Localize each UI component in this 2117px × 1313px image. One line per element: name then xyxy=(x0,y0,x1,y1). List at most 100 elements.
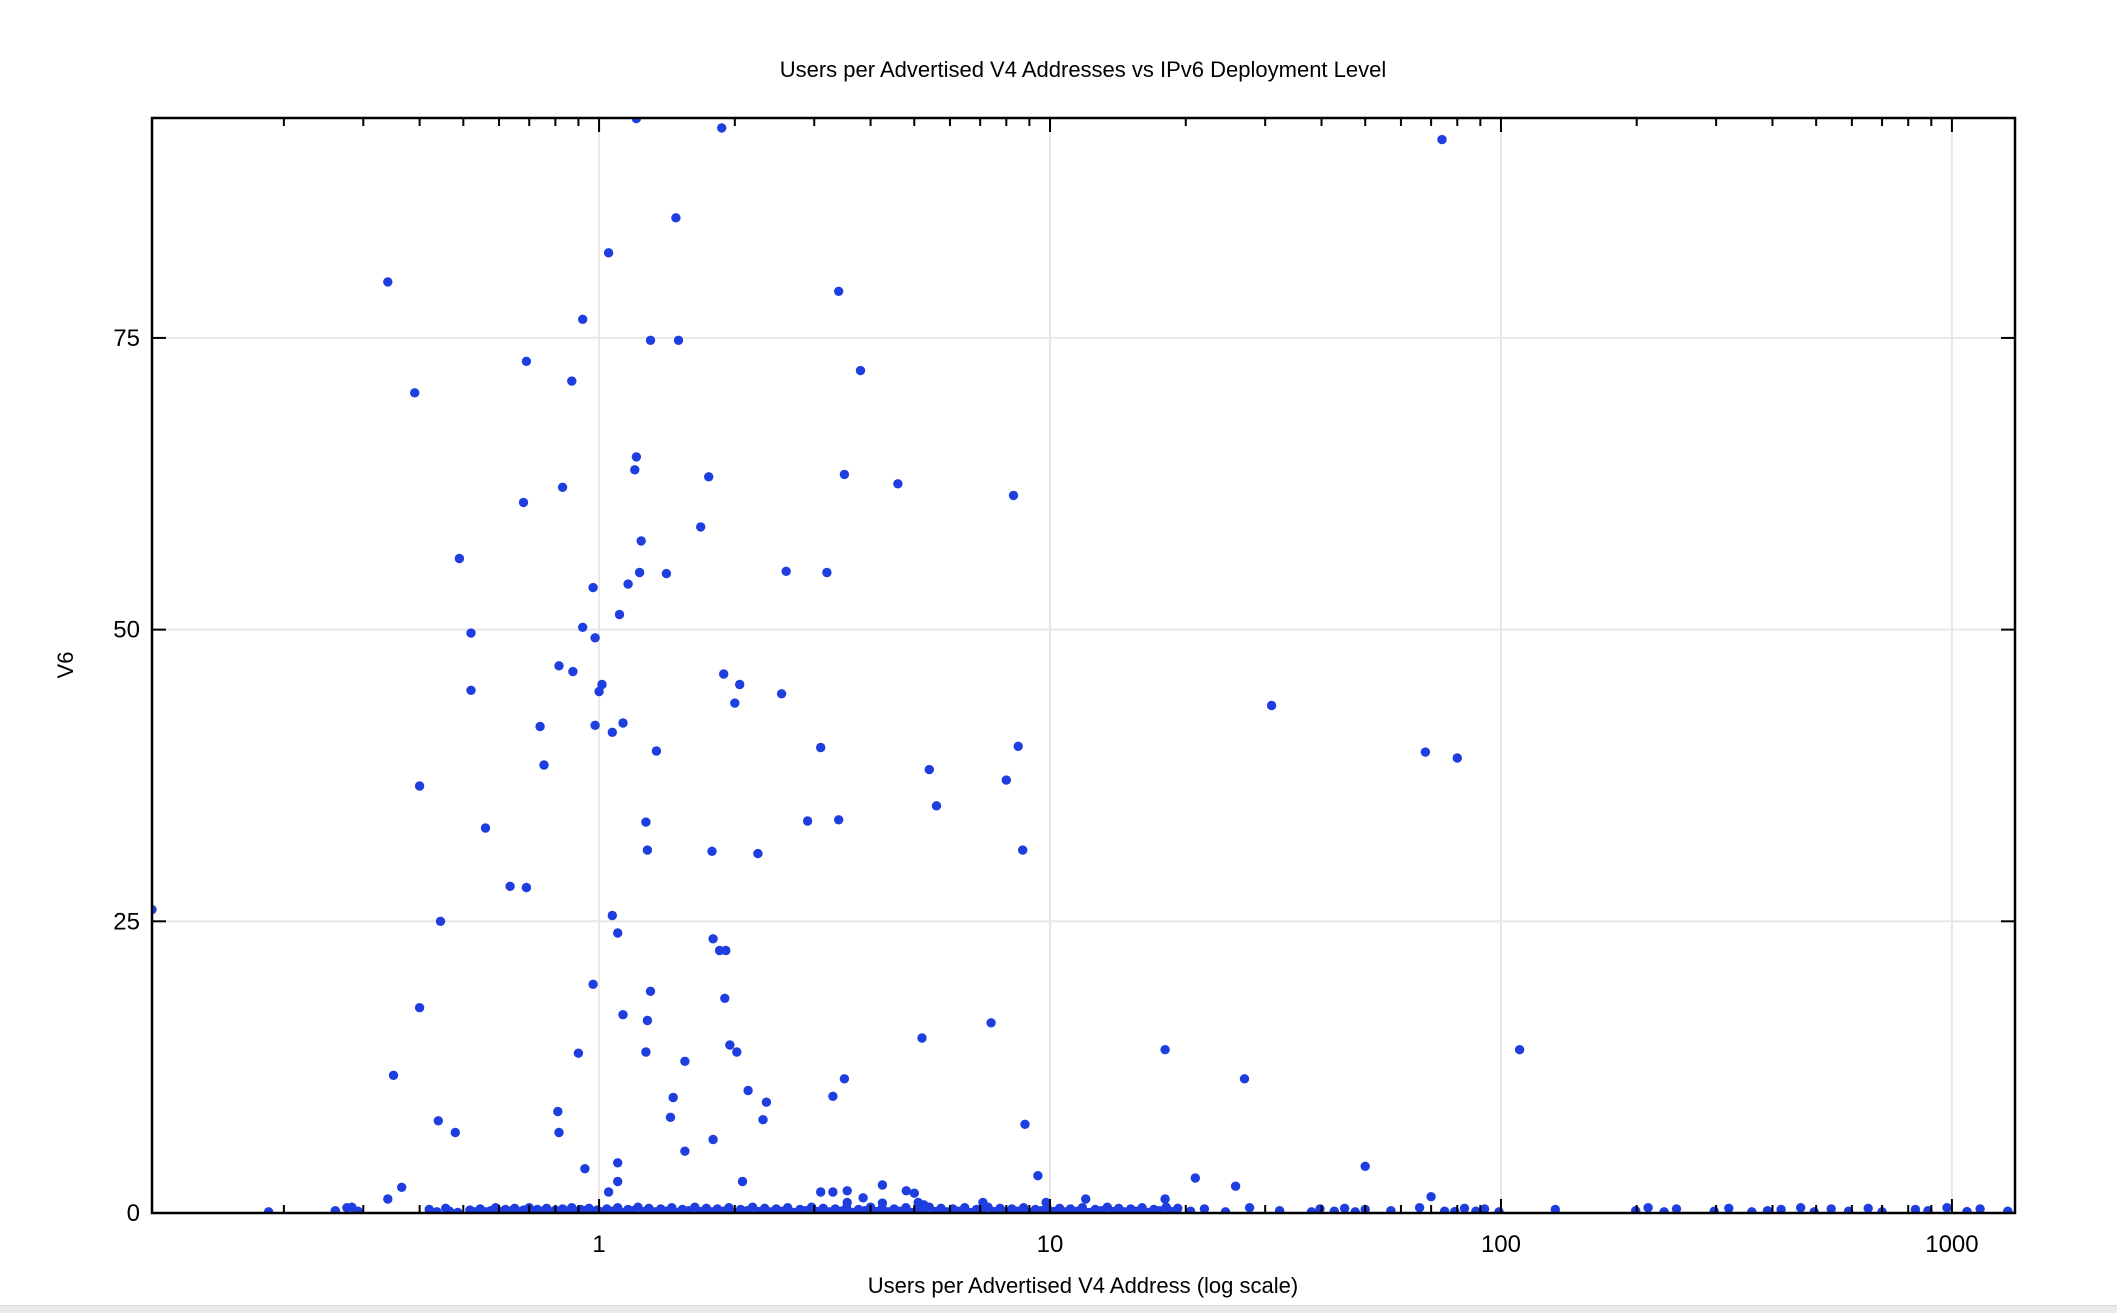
data-point xyxy=(1762,1206,1773,1213)
data-point xyxy=(590,720,600,730)
y-tick-label: 25 xyxy=(113,908,140,935)
data-point xyxy=(668,1092,678,1103)
data-point xyxy=(1160,1045,1170,1055)
data-point xyxy=(588,582,598,593)
data-point xyxy=(2003,1206,2013,1213)
data-point xyxy=(834,286,844,296)
data-point xyxy=(707,846,717,856)
data-point xyxy=(717,123,727,133)
data-point xyxy=(696,522,706,532)
data-point xyxy=(1437,134,1447,145)
data-point xyxy=(665,1112,676,1123)
data-point xyxy=(1479,1204,1490,1213)
data-point xyxy=(645,986,656,996)
data-point xyxy=(1459,1203,1470,1213)
data-point xyxy=(594,686,604,697)
data-point xyxy=(518,497,529,508)
data-point xyxy=(454,553,465,564)
data-point xyxy=(1244,1203,1255,1213)
data-point xyxy=(893,479,903,489)
data-point xyxy=(623,579,633,589)
data-point xyxy=(424,1204,434,1213)
data-point xyxy=(1643,1203,1653,1213)
data-point xyxy=(735,679,745,690)
data-point xyxy=(554,661,564,671)
tick-label-layer: 1 10 100 1000 0 25 50 75 xyxy=(113,325,1978,1258)
data-point xyxy=(636,536,646,546)
chart-title: Users per Advertised V4 Addresses vs IPv… xyxy=(780,57,1387,82)
data-point xyxy=(1199,1204,1210,1213)
plot-border xyxy=(150,116,2017,1215)
data-point xyxy=(719,669,729,679)
data-point xyxy=(613,1158,623,1168)
data-point xyxy=(1018,845,1028,855)
data-point xyxy=(1266,700,1277,711)
data-point xyxy=(1514,1045,1525,1055)
data-point xyxy=(730,698,740,708)
data-point xyxy=(433,1116,443,1126)
data-point xyxy=(642,1015,653,1026)
data-point xyxy=(917,1033,927,1043)
y-axis-label: V6 xyxy=(53,652,78,679)
data-point xyxy=(521,356,532,366)
data-point xyxy=(855,365,866,376)
data-point xyxy=(631,452,642,462)
data-point xyxy=(816,1187,826,1197)
data-point xyxy=(607,910,617,921)
data-point xyxy=(1975,1204,1985,1213)
data-point xyxy=(1230,1181,1241,1191)
data-point xyxy=(680,1056,690,1067)
data-point xyxy=(834,815,844,825)
data-point xyxy=(539,760,549,770)
data-point xyxy=(330,1206,340,1213)
data-point xyxy=(828,1091,838,1102)
data-point xyxy=(761,1097,772,1107)
data-point xyxy=(1306,1207,1317,1213)
data-point xyxy=(1239,1074,1250,1084)
data-point xyxy=(631,118,642,124)
data-point xyxy=(466,685,476,695)
data-point xyxy=(580,1164,590,1174)
data-point xyxy=(410,388,420,398)
data-point xyxy=(414,1003,425,1013)
data-point xyxy=(1659,1207,1669,1213)
data-point xyxy=(450,1127,460,1138)
data-point xyxy=(671,213,681,223)
data-point xyxy=(466,628,476,638)
data-point xyxy=(753,848,763,859)
data-point xyxy=(435,916,446,926)
data-point xyxy=(1350,1207,1360,1213)
data-point xyxy=(720,993,730,1003)
data-point xyxy=(453,1207,463,1213)
data-point xyxy=(535,721,545,732)
data-point xyxy=(414,781,425,791)
data-point xyxy=(641,817,651,827)
data-point xyxy=(383,1194,393,1204)
data-point xyxy=(1776,1204,1786,1213)
data-point xyxy=(839,469,850,480)
data-point xyxy=(909,1188,919,1198)
points-layer xyxy=(152,118,2013,1213)
data-point xyxy=(802,816,813,826)
data-point xyxy=(1452,753,1463,763)
data-point xyxy=(553,1106,563,1117)
data-point xyxy=(641,1047,651,1057)
data-point xyxy=(1033,1171,1043,1181)
data-point xyxy=(704,472,714,482)
data-point xyxy=(725,1040,735,1050)
data-point xyxy=(931,801,942,811)
data-point xyxy=(680,1146,690,1156)
data-point xyxy=(1360,1161,1370,1172)
data-point xyxy=(1190,1173,1201,1183)
data-point xyxy=(758,1115,768,1125)
data-point xyxy=(816,742,826,753)
data-point xyxy=(1160,1194,1170,1204)
y-tick-label: 75 xyxy=(113,325,140,352)
data-point xyxy=(618,1010,628,1020)
data-point xyxy=(432,1207,442,1213)
y-tick-label: 0 xyxy=(127,1200,140,1227)
data-point xyxy=(732,1047,742,1057)
data-point xyxy=(743,1085,753,1096)
data-point xyxy=(1420,747,1431,757)
